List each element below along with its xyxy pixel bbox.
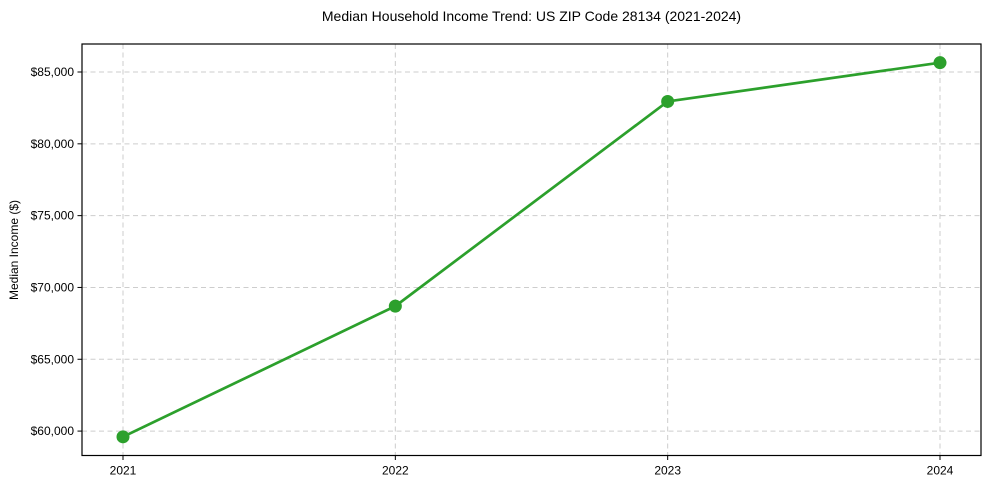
trend-line [121, 61, 942, 439]
data-point [933, 56, 947, 70]
plot-background [82, 44, 981, 456]
x-tick-label: 2024 [927, 464, 954, 478]
data-point [661, 94, 675, 108]
y-tick-label: $70,000 [31, 280, 75, 294]
y-tick-label: $65,000 [31, 352, 75, 366]
axes-spines [81, 43, 982, 457]
y-tick-label: $75,000 [31, 209, 75, 223]
chart-title: Median Household Income Trend: US ZIP Co… [321, 8, 742, 24]
data-point [388, 299, 402, 313]
x-tick-label: 2022 [382, 464, 409, 478]
y-tick-label: $80,000 [31, 137, 75, 151]
x-tick-label: 2021 [110, 464, 137, 478]
y-tick-label: $85,000 [31, 65, 75, 79]
x-tick-label: 2023 [654, 464, 681, 478]
data-point [116, 430, 130, 444]
y-tick-label: $60,000 [31, 424, 75, 438]
